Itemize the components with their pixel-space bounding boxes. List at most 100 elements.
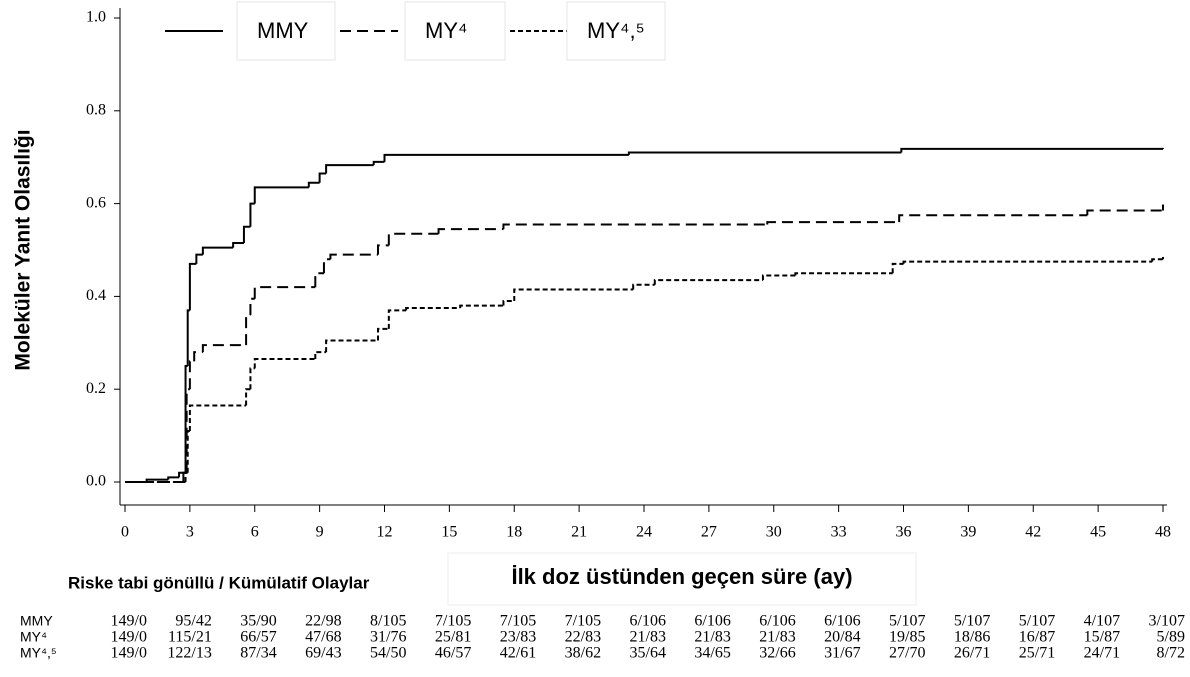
x-tick-label: 48 xyxy=(1155,524,1171,541)
y-tick-label: 0.8 xyxy=(86,101,106,118)
risk-cell: 47/68 xyxy=(305,629,341,646)
line-step xyxy=(900,147,1163,153)
line-step xyxy=(318,172,327,183)
risk-cell: 16/87 xyxy=(1019,629,1055,646)
risk-cell: 25/81 xyxy=(435,629,471,646)
risk-cell: 38/62 xyxy=(565,645,601,662)
risk-cell: 6/106 xyxy=(630,613,666,630)
x-tick-label: 9 xyxy=(316,524,324,541)
x-tick-label: 15 xyxy=(441,524,457,541)
risk-cell: 5/107 xyxy=(889,613,925,630)
line-step xyxy=(632,283,655,290)
line-step xyxy=(794,272,893,276)
risk-cell: 115/21 xyxy=(168,629,212,646)
risk-cell: 15/87 xyxy=(1084,629,1120,646)
risk-cell: 34/65 xyxy=(694,645,730,662)
x-tick-label: 39 xyxy=(960,524,976,541)
line-step xyxy=(232,242,244,248)
risk-cell: 27/70 xyxy=(889,645,925,662)
risk-cell: 42/61 xyxy=(500,645,536,662)
risk-row-label: MY⁴ xyxy=(20,629,47,645)
risk-cell: 21/83 xyxy=(759,629,795,646)
risk-cell: 7/105 xyxy=(435,613,471,630)
line-step xyxy=(761,274,796,281)
risk-cell: 31/76 xyxy=(370,629,406,646)
x-tick-label: 24 xyxy=(636,524,652,541)
line-step xyxy=(383,153,629,162)
x-tick-label: 27 xyxy=(701,524,717,541)
risk-cell: 5/107 xyxy=(1019,613,1055,630)
line-step xyxy=(201,246,234,255)
line-step xyxy=(249,202,255,227)
risk-cell: 22/83 xyxy=(565,629,601,646)
legend-box xyxy=(566,1,666,61)
line-step xyxy=(653,279,763,285)
risk-cell: 8/105 xyxy=(370,613,406,630)
risk-cell: 7/105 xyxy=(500,613,536,630)
risk-cell: 21/83 xyxy=(630,629,666,646)
risk-cell: 6/106 xyxy=(694,613,730,630)
line-step xyxy=(314,351,327,360)
risk-cell: 46/57 xyxy=(435,645,471,662)
line-step xyxy=(387,232,439,246)
line-step xyxy=(405,307,461,311)
risk-cell: 149/0 xyxy=(111,613,147,630)
risk-cell: 20/84 xyxy=(824,629,860,646)
legend-label: MY⁴ xyxy=(425,18,467,43)
risk-cell: 23/83 xyxy=(500,629,536,646)
risk-cell: 26/71 xyxy=(954,645,990,662)
y-tick-label: 0.2 xyxy=(86,380,106,397)
risk-cell: 21/83 xyxy=(694,629,730,646)
line-step xyxy=(242,225,251,244)
risk-cell: 54/50 xyxy=(370,645,406,662)
x-tick-label: 18 xyxy=(506,524,522,541)
x-tick-label: 36 xyxy=(896,524,912,541)
risk-cell: 18/86 xyxy=(954,629,990,646)
y-tick-label: 0.4 xyxy=(86,287,106,304)
x-tick-label: 42 xyxy=(1025,524,1041,541)
line-step xyxy=(253,358,316,369)
line-step xyxy=(902,260,1153,264)
line-step xyxy=(627,151,902,155)
legend-label: MY⁴,⁵ xyxy=(587,18,645,43)
risk-cell: 69/43 xyxy=(305,645,341,662)
line-step xyxy=(193,351,203,362)
line-step xyxy=(377,327,389,341)
line-step xyxy=(249,297,255,315)
line-step xyxy=(188,404,247,431)
y-tick-label: 0.6 xyxy=(86,194,106,211)
line-step xyxy=(322,258,331,274)
x-axis-title: İlk doz üstünden geçen süre (ay) xyxy=(511,564,852,589)
line-step xyxy=(314,272,324,288)
line-step xyxy=(325,339,379,353)
x-tick-label: 30 xyxy=(766,524,782,541)
line-step xyxy=(387,309,407,329)
x-tick-label: 45 xyxy=(1090,524,1106,541)
line-step xyxy=(898,214,1088,223)
risk-cell: 31/67 xyxy=(824,645,860,662)
risk-cell: 5/107 xyxy=(954,613,990,630)
risk-cell: 3/107 xyxy=(1149,613,1185,630)
y-tick-label: 1.0 xyxy=(86,9,106,26)
risk-cell: 8/72 xyxy=(1157,645,1185,662)
risk-cell: 122/13 xyxy=(167,645,211,662)
risk-cell: 22/98 xyxy=(305,613,341,630)
x-tick-label: 6 xyxy=(251,524,259,541)
risk-table-title: Riske tabi gönüllü / Kümülatif Olaylar xyxy=(68,573,370,592)
x-tick-label: 3 xyxy=(186,524,194,541)
risk-cell: 87/34 xyxy=(240,645,276,662)
legend-box xyxy=(404,1,506,61)
line-step xyxy=(245,313,251,346)
risk-row-label: MMY xyxy=(20,613,53,629)
line-step xyxy=(766,221,900,225)
line-step xyxy=(502,300,515,306)
line-step xyxy=(201,344,247,353)
risk-cell: 5/89 xyxy=(1157,629,1185,646)
x-tick-label: 33 xyxy=(831,524,847,541)
risk-cell: 66/57 xyxy=(240,629,276,646)
line-step xyxy=(502,223,768,230)
line-step xyxy=(891,262,904,274)
risk-cell: 19/85 xyxy=(889,629,925,646)
risk-cell: 25/71 xyxy=(1019,645,1055,662)
